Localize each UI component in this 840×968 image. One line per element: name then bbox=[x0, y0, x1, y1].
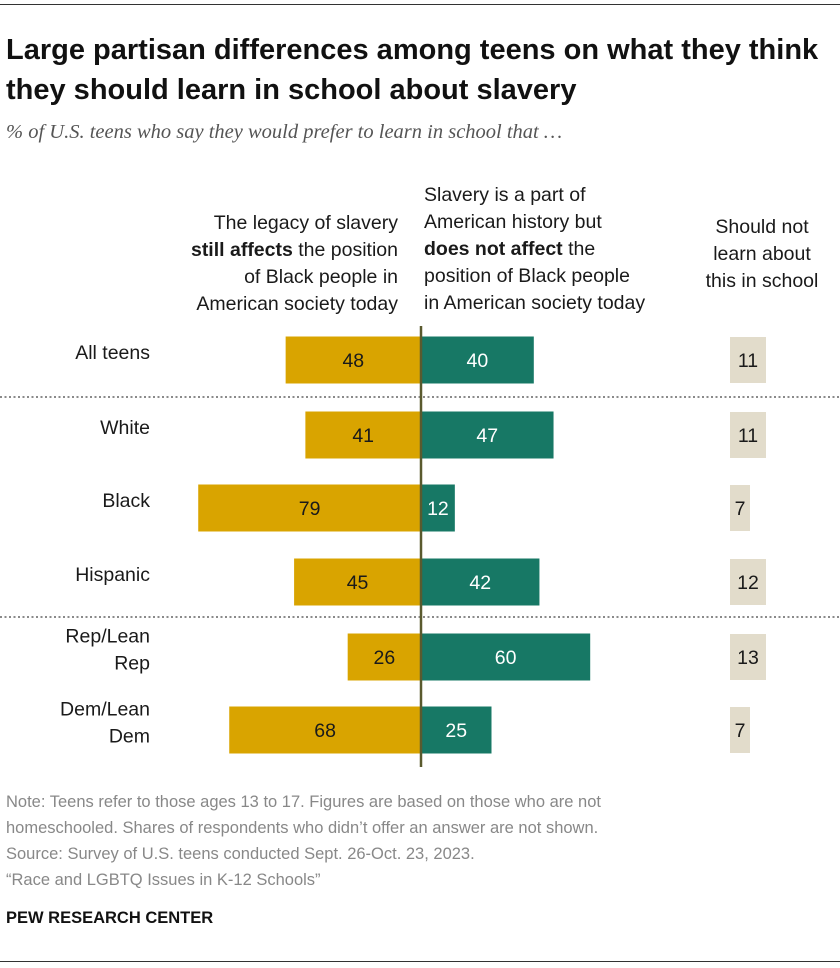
data-label-should-not: 13 bbox=[737, 647, 759, 669]
column-header-should-not: Should not learn about this in school bbox=[700, 214, 824, 295]
category-label: Black bbox=[102, 490, 150, 512]
note-line: homeschooled. Shares of respondents who … bbox=[6, 819, 599, 837]
data-label-does-not-affect: 42 bbox=[469, 572, 491, 594]
data-label-should-not: 12 bbox=[737, 572, 759, 594]
column-header-text: of Black people in bbox=[244, 266, 398, 288]
chart-title: Large partisan differences among teens o… bbox=[6, 34, 819, 106]
data-label-does-not-affect: 25 bbox=[445, 720, 467, 742]
bar-still-affects bbox=[285, 336, 421, 384]
column-header-text: American society today bbox=[196, 293, 398, 315]
column-header-text: learn about bbox=[713, 243, 811, 265]
data-label-still-affects: 68 bbox=[314, 720, 336, 742]
bar-should-not bbox=[730, 337, 766, 383]
category-label: White bbox=[100, 417, 150, 439]
bar-should-not bbox=[730, 412, 766, 458]
category-label: Dem/Lean bbox=[60, 699, 150, 721]
data-label-should-not: 11 bbox=[738, 350, 758, 372]
category-label: Dem bbox=[109, 726, 150, 748]
bar-still-affects bbox=[229, 706, 421, 754]
bar-does-not-affect bbox=[421, 411, 554, 459]
category-label: Rep bbox=[114, 653, 150, 675]
data-label-does-not-affect: 60 bbox=[495, 647, 517, 669]
top-rule bbox=[0, 4, 840, 5]
bar-should-not bbox=[730, 485, 750, 531]
bar-does-not-affect bbox=[421, 706, 492, 754]
data-label-does-not-affect: 40 bbox=[467, 350, 489, 372]
column-header-text: Should not bbox=[715, 216, 809, 238]
column-header-text: position of Black people bbox=[424, 265, 630, 287]
bar-should-not bbox=[730, 559, 766, 605]
column-header-text: in American society today bbox=[424, 292, 646, 314]
data-label-still-affects: 26 bbox=[373, 647, 395, 669]
column-header-text: Slavery is a part of bbox=[424, 184, 586, 206]
bar-still-affects bbox=[305, 411, 421, 459]
data-label-should-not: 11 bbox=[738, 425, 758, 447]
data-label-should-not: 7 bbox=[735, 498, 746, 520]
chart-notes: Note: Teens refer to those ages 13 to 17… bbox=[6, 789, 601, 893]
source-line: Source: Survey of U.S. teens conducted S… bbox=[6, 845, 475, 863]
data-label-still-affects: 45 bbox=[347, 572, 369, 594]
column-header-text: American history but bbox=[424, 211, 602, 233]
bottom-rule bbox=[0, 961, 840, 962]
data-label-does-not-affect: 12 bbox=[427, 498, 449, 520]
category-label: Hispanic bbox=[75, 564, 150, 586]
bar-still-affects bbox=[294, 558, 421, 606]
bar-does-not-affect bbox=[421, 558, 540, 606]
bar-does-not-affect bbox=[421, 633, 591, 681]
category-label: All teens bbox=[75, 342, 150, 364]
note-line: Note: Teens refer to those ages 13 to 17… bbox=[6, 793, 601, 811]
column-header-text: The legacy of slavery bbox=[213, 212, 398, 234]
report-title-line: “Race and LGBTQ Issues in K-12 Schools” bbox=[6, 871, 321, 889]
category-label: Rep/Lean bbox=[65, 626, 150, 648]
column-header-text: the position bbox=[292, 239, 398, 261]
data-label-still-affects: 41 bbox=[352, 425, 374, 447]
data-label-does-not-affect: 47 bbox=[476, 425, 498, 447]
column-header-text: the bbox=[562, 238, 596, 260]
bar-still-affects bbox=[347, 633, 421, 681]
data-label-still-affects: 48 bbox=[342, 350, 364, 372]
column-header-does-not-affect: Slavery is a part of American history bu… bbox=[424, 182, 645, 317]
data-label-still-affects: 79 bbox=[299, 498, 321, 520]
bar-does-not-affect bbox=[421, 336, 534, 384]
bar-still-affects bbox=[198, 484, 421, 532]
source-organization: PEW RESEARCH CENTER bbox=[6, 909, 214, 927]
column-header-emphasis: still affects bbox=[190, 239, 293, 261]
chart-subtitle: % of U.S. teens who say they would prefe… bbox=[6, 121, 563, 143]
bar-should-not bbox=[730, 634, 766, 680]
bar-does-not-affect bbox=[421, 484, 455, 532]
data-label-should-not: 7 bbox=[735, 720, 746, 742]
column-header-text: this in school bbox=[705, 270, 819, 292]
column-header-emphasis: does not affect bbox=[424, 238, 563, 260]
bar-should-not bbox=[730, 707, 750, 753]
column-header-still-affects: The legacy of slavery still affects the … bbox=[191, 210, 398, 318]
